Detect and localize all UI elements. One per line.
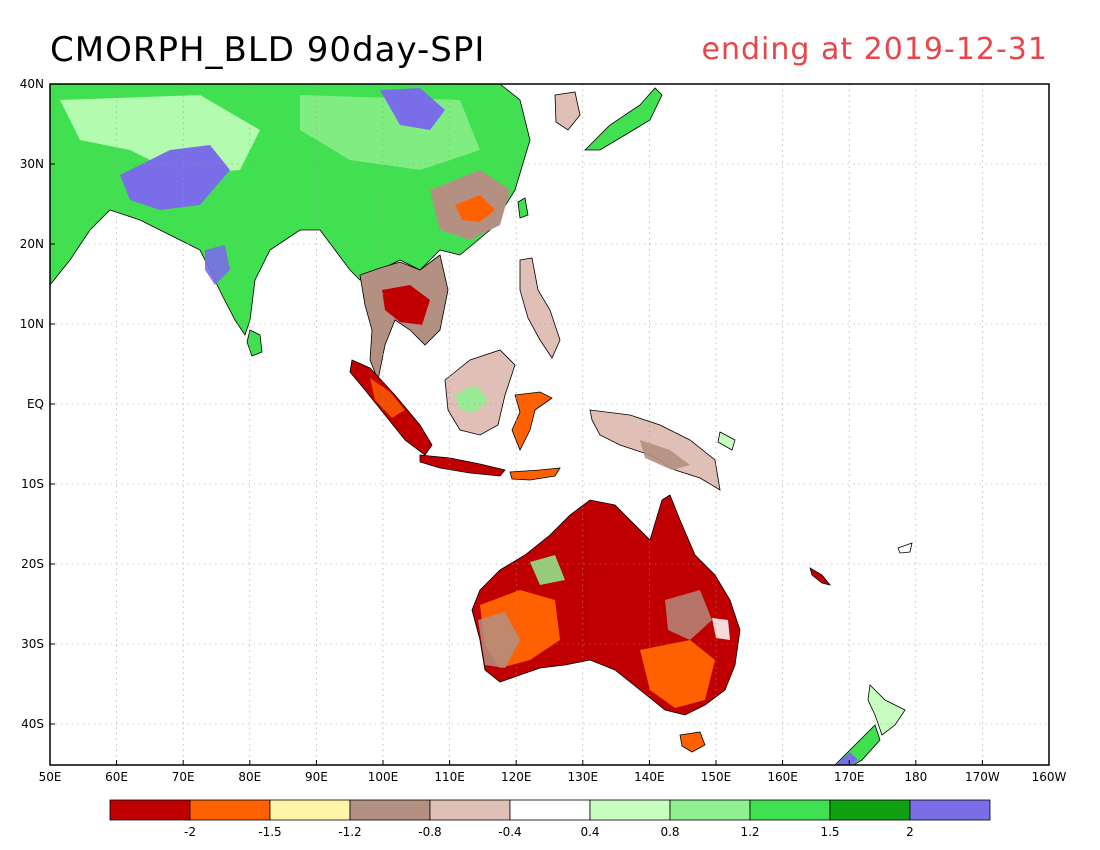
legend-label: -0.8: [418, 825, 441, 839]
lon-tick-label: 130E: [568, 770, 599, 784]
lon-tick-label: 170W: [965, 770, 1000, 784]
legend-label: 0.4: [580, 825, 599, 839]
legend-label: -1.2: [338, 825, 361, 839]
region-australia-southwest-mixed: [478, 612, 520, 668]
lon-tick-label: 160E: [767, 770, 798, 784]
legend-label: -0.4: [498, 825, 521, 839]
color-legend: -2 -1.5 -1.2 -0.8 -0.4 0.4 0.8 1.2 1.5 2: [109, 799, 991, 839]
lon-tick-label: 160W: [1032, 770, 1067, 784]
legend-label: -1.5: [258, 825, 281, 839]
lat-tick-label: 30N: [20, 157, 44, 171]
lat-tick-label: 10S: [21, 477, 44, 491]
lon-tick-label: 110E: [434, 770, 465, 784]
legend-label: 0.8: [660, 825, 679, 839]
lon-tick-label: 170E: [834, 770, 865, 784]
landmass-tasmania: [679, 731, 706, 753]
region-new-zealand-very-wet: [835, 752, 858, 765]
region-australia-northwest-wet: [530, 555, 565, 585]
landmass-new-caledonia: [809, 567, 832, 586]
legend-swatch: [909, 799, 991, 821]
legend-label: 2: [906, 825, 914, 839]
landmass-java: [419, 454, 506, 477]
region-australia-east-moist: [712, 618, 730, 640]
lon-tick-label: 70E: [172, 770, 195, 784]
graticule: [50, 84, 1049, 765]
legend-swatch: [349, 799, 431, 821]
landmass-new-zealand-south: [834, 724, 881, 765]
region-north-very-wet: [380, 88, 445, 130]
lon-tick-label: 60E: [105, 770, 128, 784]
landmass-sri-lanka: [246, 329, 263, 357]
map-subtitle-date: ending at 2019-12-31: [701, 32, 1048, 67]
landmass-japan: [584, 87, 663, 151]
region-tibet-very-wet: [120, 145, 230, 210]
longitude-tick-labels: 50E 60E 70E 80E 90E 100E 110E 120E 130E 140E 150E 1…: [39, 760, 1067, 784]
legend-swatch: [669, 799, 751, 821]
lon-tick-label: 150E: [701, 770, 732, 784]
landmass-lesser-sunda: [509, 467, 561, 481]
map-frame: [49, 83, 1050, 766]
lon-tick-label: 50E: [39, 770, 62, 784]
map-title: CMORPH_BLD 90day-SPI: [50, 30, 486, 70]
legend-swatch: [509, 799, 591, 821]
region-australia-southeast-dry: [640, 640, 715, 708]
lat-tick-label: 40N: [20, 77, 44, 91]
region-sumatra-dry: [370, 378, 405, 418]
legend-label: 1.2: [740, 825, 759, 839]
landmass-philippines: [519, 257, 561, 359]
landmass-fiji: [897, 542, 913, 554]
region-india-very-wet: [205, 245, 230, 285]
lat-tick-label: 20N: [20, 237, 44, 251]
lat-tick-label: EQ: [27, 397, 44, 411]
lat-tick-label: 40S: [21, 717, 44, 731]
region-south-china-very-dry: [455, 195, 495, 222]
legend-swatch: [829, 799, 911, 821]
legend-swatch: [109, 799, 191, 821]
landmass-taiwan: [517, 197, 529, 219]
legend-swatch: [429, 799, 511, 821]
latitude-tick-labels: 40N 30N 20N 10N EQ 10S 20S 30S 40S: [20, 77, 55, 731]
region-australia-east-mixed: [665, 590, 712, 640]
legend-swatch: [269, 799, 351, 821]
legend-label: -2: [184, 825, 196, 839]
lat-tick-label: 30S: [21, 637, 44, 651]
lat-tick-label: 10N: [20, 317, 44, 331]
region-borneo-wet: [455, 385, 488, 412]
lon-tick-label: 80E: [238, 770, 261, 784]
lat-tick-label: 20S: [21, 557, 44, 571]
map-area: [50, 84, 1049, 765]
lon-tick-label: 180: [904, 770, 927, 784]
landmass-sulawesi: [511, 391, 553, 451]
landmass-new-zealand-north: [867, 684, 906, 736]
legend-swatch: [589, 799, 671, 821]
landmass-korea: [554, 91, 581, 131]
landmass-solomon-islands: [717, 431, 736, 451]
lon-tick-label: 100E: [368, 770, 399, 784]
legend-swatch: [189, 799, 271, 821]
lon-tick-label: 140E: [634, 770, 665, 784]
lon-tick-label: 90E: [305, 770, 328, 784]
legend-label: 1.5: [820, 825, 839, 839]
region-thailand-extremely-dry: [382, 285, 430, 325]
lon-tick-label: 120E: [501, 770, 532, 784]
region-new-guinea-dry: [640, 440, 690, 470]
legend-swatch: [749, 799, 831, 821]
